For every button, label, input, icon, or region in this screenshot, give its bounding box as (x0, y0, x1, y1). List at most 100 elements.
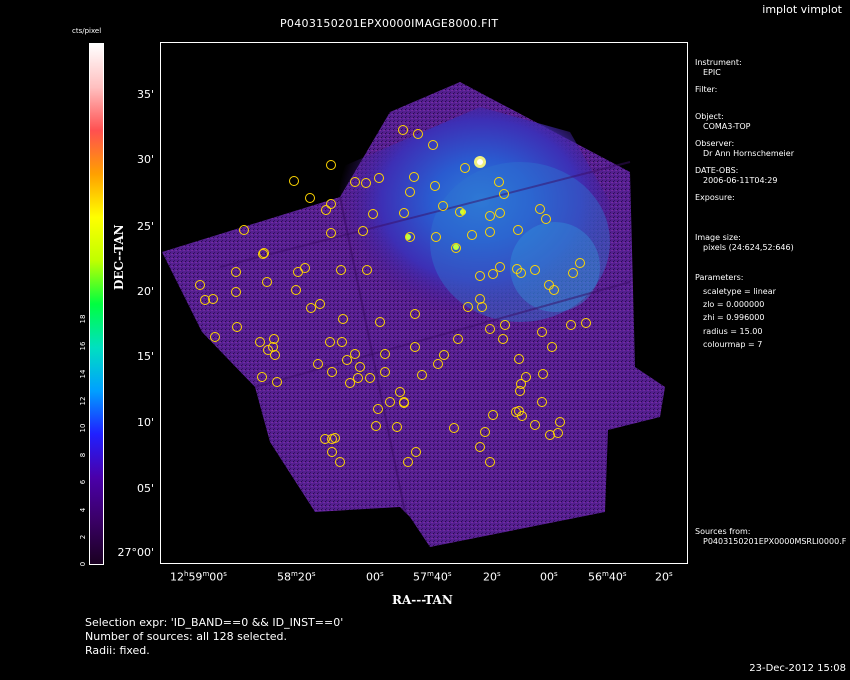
source-circle (257, 372, 267, 382)
x-tick-label: 20s (483, 570, 501, 584)
source-circle (300, 263, 310, 273)
source-circle (431, 232, 441, 242)
source-circle (413, 129, 423, 139)
source-circle (544, 280, 554, 290)
source-circle (399, 397, 409, 407)
source-circle (268, 342, 278, 352)
detector-field (162, 82, 665, 547)
colorbar-tick: 6 (79, 480, 87, 485)
source-circle (485, 457, 495, 467)
source-circle (371, 421, 381, 431)
colorbar-tick: 8 (79, 452, 87, 458)
y-axis-label: DEC--TAN (112, 224, 126, 290)
source-circle (200, 295, 210, 305)
source-circle (321, 205, 331, 215)
source-circle (231, 267, 241, 277)
source-circle (405, 187, 415, 197)
source-circle (365, 373, 375, 383)
source-circle (530, 420, 540, 430)
source-circle (335, 457, 345, 467)
source-circle (495, 208, 505, 218)
y-tick-label: 05' (136, 482, 154, 495)
timestamp: 23-Dec-2012 15:08 (749, 663, 846, 674)
source-circle (358, 226, 368, 236)
source-circle (430, 181, 440, 191)
source-circle (475, 271, 485, 281)
source-circle (581, 318, 591, 328)
source-circle (353, 373, 363, 383)
source-circle (350, 349, 360, 359)
source-circle (433, 359, 443, 369)
source-circle (410, 309, 420, 319)
source-circle (547, 342, 557, 352)
filter-label: Filter: (695, 85, 718, 94)
source-circle (305, 193, 315, 203)
source-circle (535, 204, 545, 214)
source-circle (362, 265, 372, 275)
source-circle (537, 327, 547, 337)
source-circle (315, 299, 325, 309)
param-scaletype: scaletype = linear (703, 287, 776, 296)
source-circle (480, 427, 490, 437)
imagesize-label: Image size: (695, 233, 741, 242)
source-circle (255, 337, 265, 347)
source-circle (195, 280, 205, 290)
source-circle (538, 369, 548, 379)
source-circle (488, 269, 498, 279)
source-circle (488, 410, 498, 420)
source-circle (270, 350, 280, 360)
source-circle (327, 367, 337, 377)
colorbar-tick: 18 (79, 314, 87, 324)
source-circle (495, 262, 505, 272)
source-circle (342, 355, 352, 365)
source-circle (327, 447, 337, 457)
plot-frame (160, 42, 688, 564)
source-circle (259, 248, 269, 258)
source-circle (485, 211, 495, 221)
source-circle (453, 334, 463, 344)
source-circle (428, 140, 438, 150)
source-circle (516, 268, 526, 278)
source-circle (399, 208, 409, 218)
source-circle (449, 423, 459, 433)
source-circle (326, 199, 336, 209)
source-circle (306, 303, 316, 313)
source-circle (239, 225, 249, 235)
date-value: 2006-06-11T04:29 (703, 176, 778, 185)
source-circle (530, 265, 540, 275)
source-circle (410, 342, 420, 352)
source-circle (451, 243, 461, 253)
instrument-value: EPIC (703, 68, 721, 77)
source-circle (210, 332, 220, 342)
source-circle (405, 232, 415, 242)
source-circle (566, 320, 576, 330)
source-circle (549, 285, 559, 295)
colorbar (89, 43, 104, 565)
source-circle (467, 230, 477, 240)
source-circle (263, 345, 273, 355)
source-circle (541, 214, 551, 224)
object-label: Object: (695, 112, 724, 121)
sources-value: P0403150201EPX0000MSRLI0000.F (703, 537, 847, 546)
source-circle (231, 287, 241, 297)
source-circle (320, 434, 330, 444)
source-circle (291, 285, 301, 295)
y-tick-label: 30' (136, 153, 154, 166)
colorbar-tick: 14 (79, 369, 87, 379)
source-circle (485, 324, 495, 334)
image-canvas[interactable] (160, 42, 688, 564)
source-circle (514, 406, 524, 416)
source-circle (380, 367, 390, 377)
source-circle (392, 422, 402, 432)
source-circle (575, 258, 585, 268)
colorbar-tick: 4 (79, 507, 87, 512)
source-circles (195, 125, 591, 467)
source-circle (411, 447, 421, 457)
plot-title: P0403150201EPX0000IMAGE8000.FIT (280, 17, 499, 30)
source-circle (289, 176, 299, 186)
source-circle (345, 378, 355, 388)
source-circle (361, 178, 371, 188)
source-circle (553, 428, 563, 438)
object-value: COMA3-TOP (703, 122, 751, 131)
source-circle (269, 334, 279, 344)
